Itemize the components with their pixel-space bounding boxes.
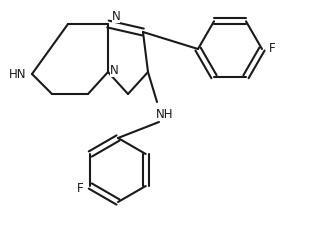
Text: N: N [112,9,120,23]
Text: N: N [110,63,118,76]
Text: HN: HN [9,68,27,81]
Text: F: F [77,182,84,195]
Text: NH: NH [156,107,174,121]
Text: F: F [269,43,275,55]
